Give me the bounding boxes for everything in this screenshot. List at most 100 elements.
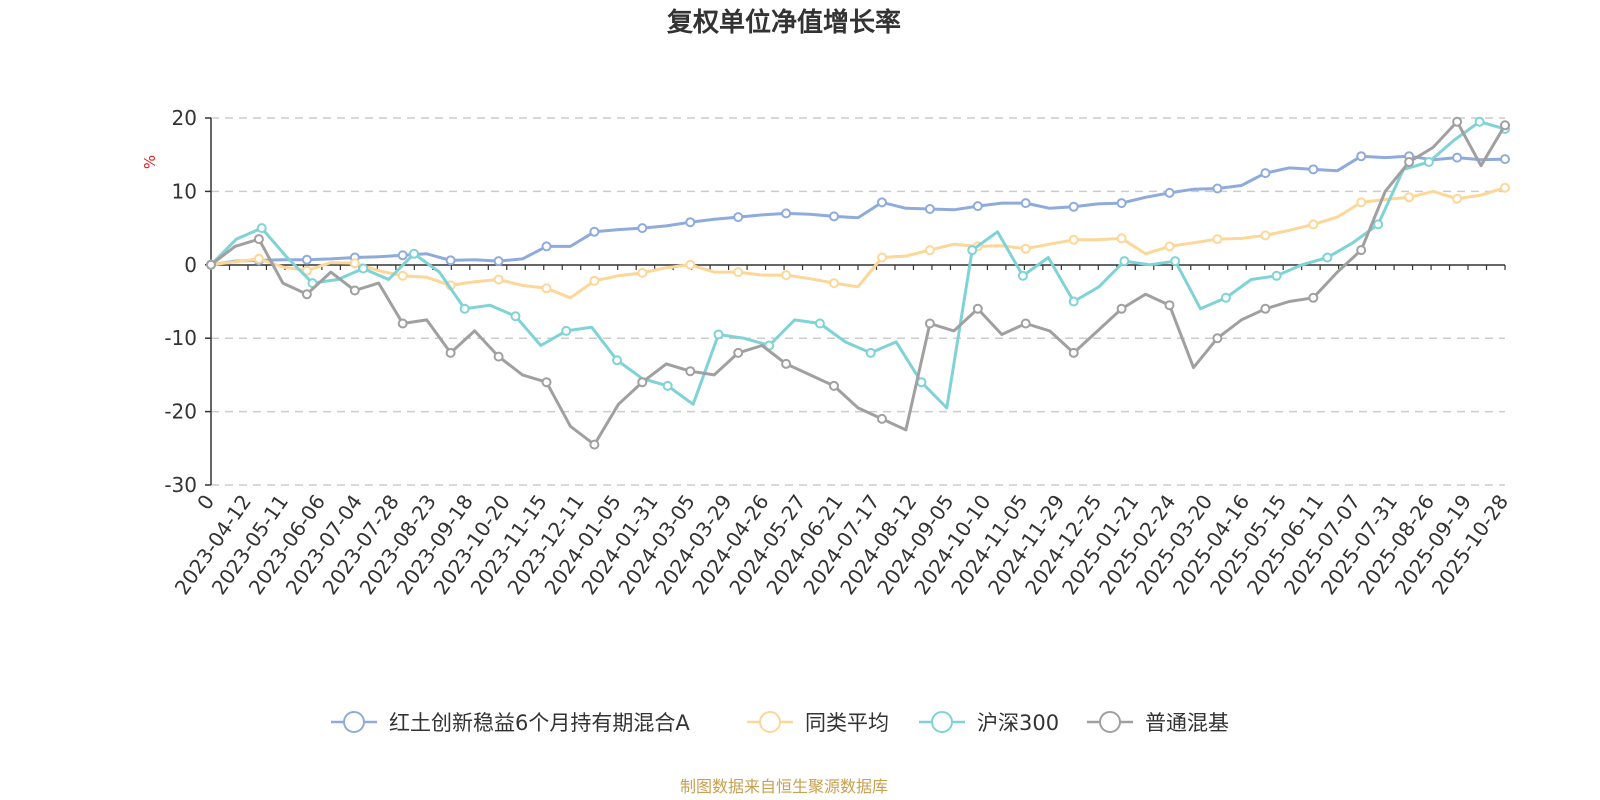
data-point — [1423, 157, 1434, 167]
data-point — [1068, 201, 1079, 212]
y-tick-label: 20 — [172, 106, 197, 130]
data-point — [829, 278, 839, 289]
data-point — [612, 355, 622, 366]
data-point — [1452, 152, 1463, 163]
data-point — [256, 223, 267, 234]
data-point — [781, 358, 792, 369]
data-point — [541, 241, 552, 252]
data-point — [349, 285, 360, 296]
data-point — [1020, 318, 1031, 329]
data-point — [1500, 182, 1510, 193]
data-point — [1116, 233, 1127, 244]
legend-item[interactable]: 同类平均 — [747, 711, 889, 735]
data-point — [589, 439, 600, 450]
data-point — [713, 329, 724, 340]
data-point — [493, 256, 504, 267]
y-tick-label: 10 — [172, 179, 197, 203]
data-point — [877, 197, 887, 208]
data-point — [781, 208, 792, 219]
data-point — [445, 347, 456, 358]
data-point — [814, 318, 825, 329]
y-axis-ticks: 20 10 0 -10 -20 -30 — [164, 106, 211, 497]
data-point — [1220, 292, 1231, 303]
data-point — [1500, 120, 1510, 131]
legend-item[interactable]: 普通混基 — [1087, 711, 1229, 735]
legend-label: 普通混基 — [1145, 711, 1229, 735]
data-point — [924, 204, 935, 214]
data-point — [349, 258, 360, 269]
series-layer — [206, 116, 1510, 450]
data-point — [1308, 292, 1319, 303]
data-point — [1068, 347, 1079, 358]
data-point — [924, 245, 935, 256]
data-point — [829, 211, 839, 222]
data-point — [510, 311, 521, 322]
data-point — [1212, 183, 1223, 194]
data-point — [1068, 296, 1079, 307]
legend-marker-icon — [931, 711, 953, 733]
data-point — [1212, 333, 1223, 344]
data-point — [924, 318, 935, 329]
data-point — [1308, 219, 1319, 230]
data-point — [301, 254, 312, 265]
data-point — [662, 380, 673, 391]
data-point — [1356, 245, 1367, 256]
data-point — [1116, 198, 1127, 209]
series-line — [209, 154, 1507, 267]
data-point — [972, 201, 983, 212]
data-point — [397, 318, 408, 329]
data-point — [1356, 151, 1367, 162]
data-point — [1452, 116, 1463, 127]
data-point — [1119, 256, 1130, 267]
data-point — [685, 259, 696, 270]
legend-item[interactable]: 红土创新稳益6个月持有期混合A — [331, 711, 690, 735]
data-point — [589, 275, 600, 286]
data-point — [253, 253, 264, 264]
data-point — [541, 377, 552, 388]
data-point — [1260, 303, 1271, 314]
y-axis-unit: % — [141, 155, 159, 169]
series-line — [209, 120, 1507, 410]
legend-marker-icon — [1099, 711, 1121, 733]
series-line — [209, 120, 1507, 447]
data-point — [637, 223, 648, 234]
data-point — [1068, 234, 1079, 245]
data-point — [409, 248, 419, 259]
data-point — [829, 380, 839, 391]
y-tick-label: -10 — [164, 326, 197, 350]
series-2 — [206, 116, 1510, 410]
data-point — [1271, 270, 1282, 281]
series-1 — [206, 182, 1510, 300]
data-point — [1500, 154, 1510, 165]
data-point — [1474, 116, 1485, 127]
data-point — [972, 303, 983, 314]
data-point — [1404, 192, 1415, 203]
data-point — [301, 265, 312, 276]
data-point — [1260, 230, 1271, 241]
data-point — [1164, 241, 1175, 252]
series-line — [209, 186, 1507, 300]
data-point — [445, 255, 456, 266]
data-point — [589, 226, 600, 237]
chart-title: 复权单位净值增长率 — [667, 7, 901, 38]
legend-label: 红土创新稳益6个月持有期混合A — [389, 711, 690, 735]
data-point — [358, 263, 369, 274]
legend-item[interactable]: 沪深300 — [919, 711, 1059, 735]
data-point — [561, 325, 572, 336]
legend-marker-icon — [759, 711, 781, 733]
series-3 — [206, 116, 1510, 450]
data-point — [253, 234, 264, 245]
data-point — [733, 212, 744, 223]
legend-label: 沪深300 — [977, 711, 1059, 735]
data-point — [1260, 168, 1271, 179]
data-point — [733, 347, 744, 358]
legend[interactable]: 红土创新稳益6个月持有期混合A 同类平均 沪深300 普通混基 — [331, 711, 1229, 735]
data-point — [865, 347, 876, 358]
data-point — [493, 274, 504, 285]
y-tick-label: 0 — [184, 253, 197, 277]
legend-marker-icon — [343, 711, 365, 733]
data-point — [1020, 243, 1031, 254]
x-axis-ticks: 02023-04-122023-05-112023-06-062023-07-0… — [170, 265, 1513, 599]
source-note: 制图数据来自恒生聚源数据库 — [680, 777, 888, 796]
